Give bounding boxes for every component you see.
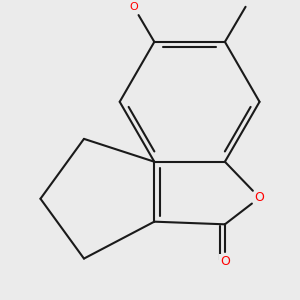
- Text: O: O: [255, 191, 265, 204]
- Text: O: O: [129, 2, 138, 12]
- Text: O: O: [220, 255, 230, 268]
